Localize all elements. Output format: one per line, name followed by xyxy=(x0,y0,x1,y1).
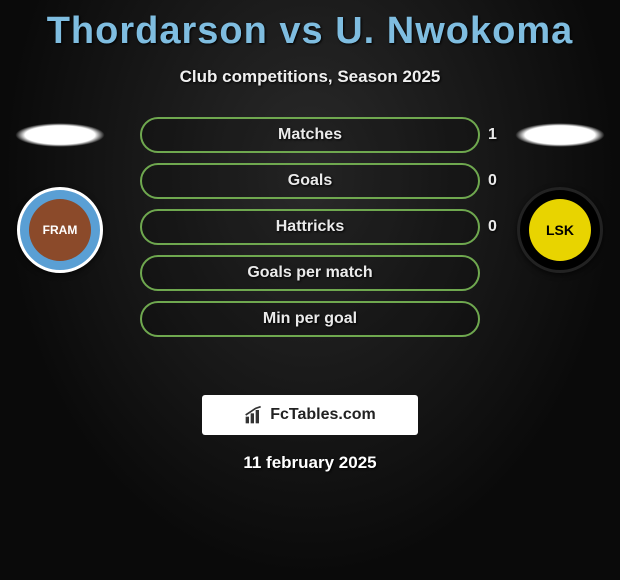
stat-row: Min per goal xyxy=(140,301,480,337)
team-badge-right-inner: LSK xyxy=(529,199,591,261)
stat-label: Matches xyxy=(278,126,342,144)
branding-badge: FcTables.com xyxy=(202,395,418,435)
stat-right-value: 0 xyxy=(488,218,518,236)
comparison-area: FRAM LSK Matches 1 Goals 0 Hattricks 0 G… xyxy=(0,117,620,377)
player-left-column: FRAM xyxy=(0,117,120,273)
chart-icon xyxy=(244,405,264,425)
stat-right-value: 0 xyxy=(488,172,518,190)
player-right-column: LSK xyxy=(500,117,620,273)
stat-label: Hattricks xyxy=(276,218,344,236)
subtitle: Club competitions, Season 2025 xyxy=(0,67,620,87)
player-silhouette-left xyxy=(15,123,105,147)
stat-row: Goals 0 xyxy=(140,163,480,199)
stats-list: Matches 1 Goals 0 Hattricks 0 Goals per … xyxy=(140,117,480,337)
date-text: 11 february 2025 xyxy=(0,453,620,473)
stat-label: Goals per match xyxy=(247,264,372,282)
team-badge-left-inner: FRAM xyxy=(29,199,91,261)
team-badge-left: FRAM xyxy=(17,187,103,273)
page-title: Thordarson vs U. Nwokoma xyxy=(0,0,620,53)
stat-label: Goals xyxy=(288,172,332,190)
team-badge-right: LSK xyxy=(517,187,603,273)
stat-right-value: 1 xyxy=(488,126,518,144)
stat-row: Matches 1 xyxy=(140,117,480,153)
player-silhouette-right xyxy=(515,123,605,147)
stat-row: Hattricks 0 xyxy=(140,209,480,245)
stat-label: Min per goal xyxy=(263,310,357,328)
branding-text: FcTables.com xyxy=(270,406,376,424)
stat-row: Goals per match xyxy=(140,255,480,291)
